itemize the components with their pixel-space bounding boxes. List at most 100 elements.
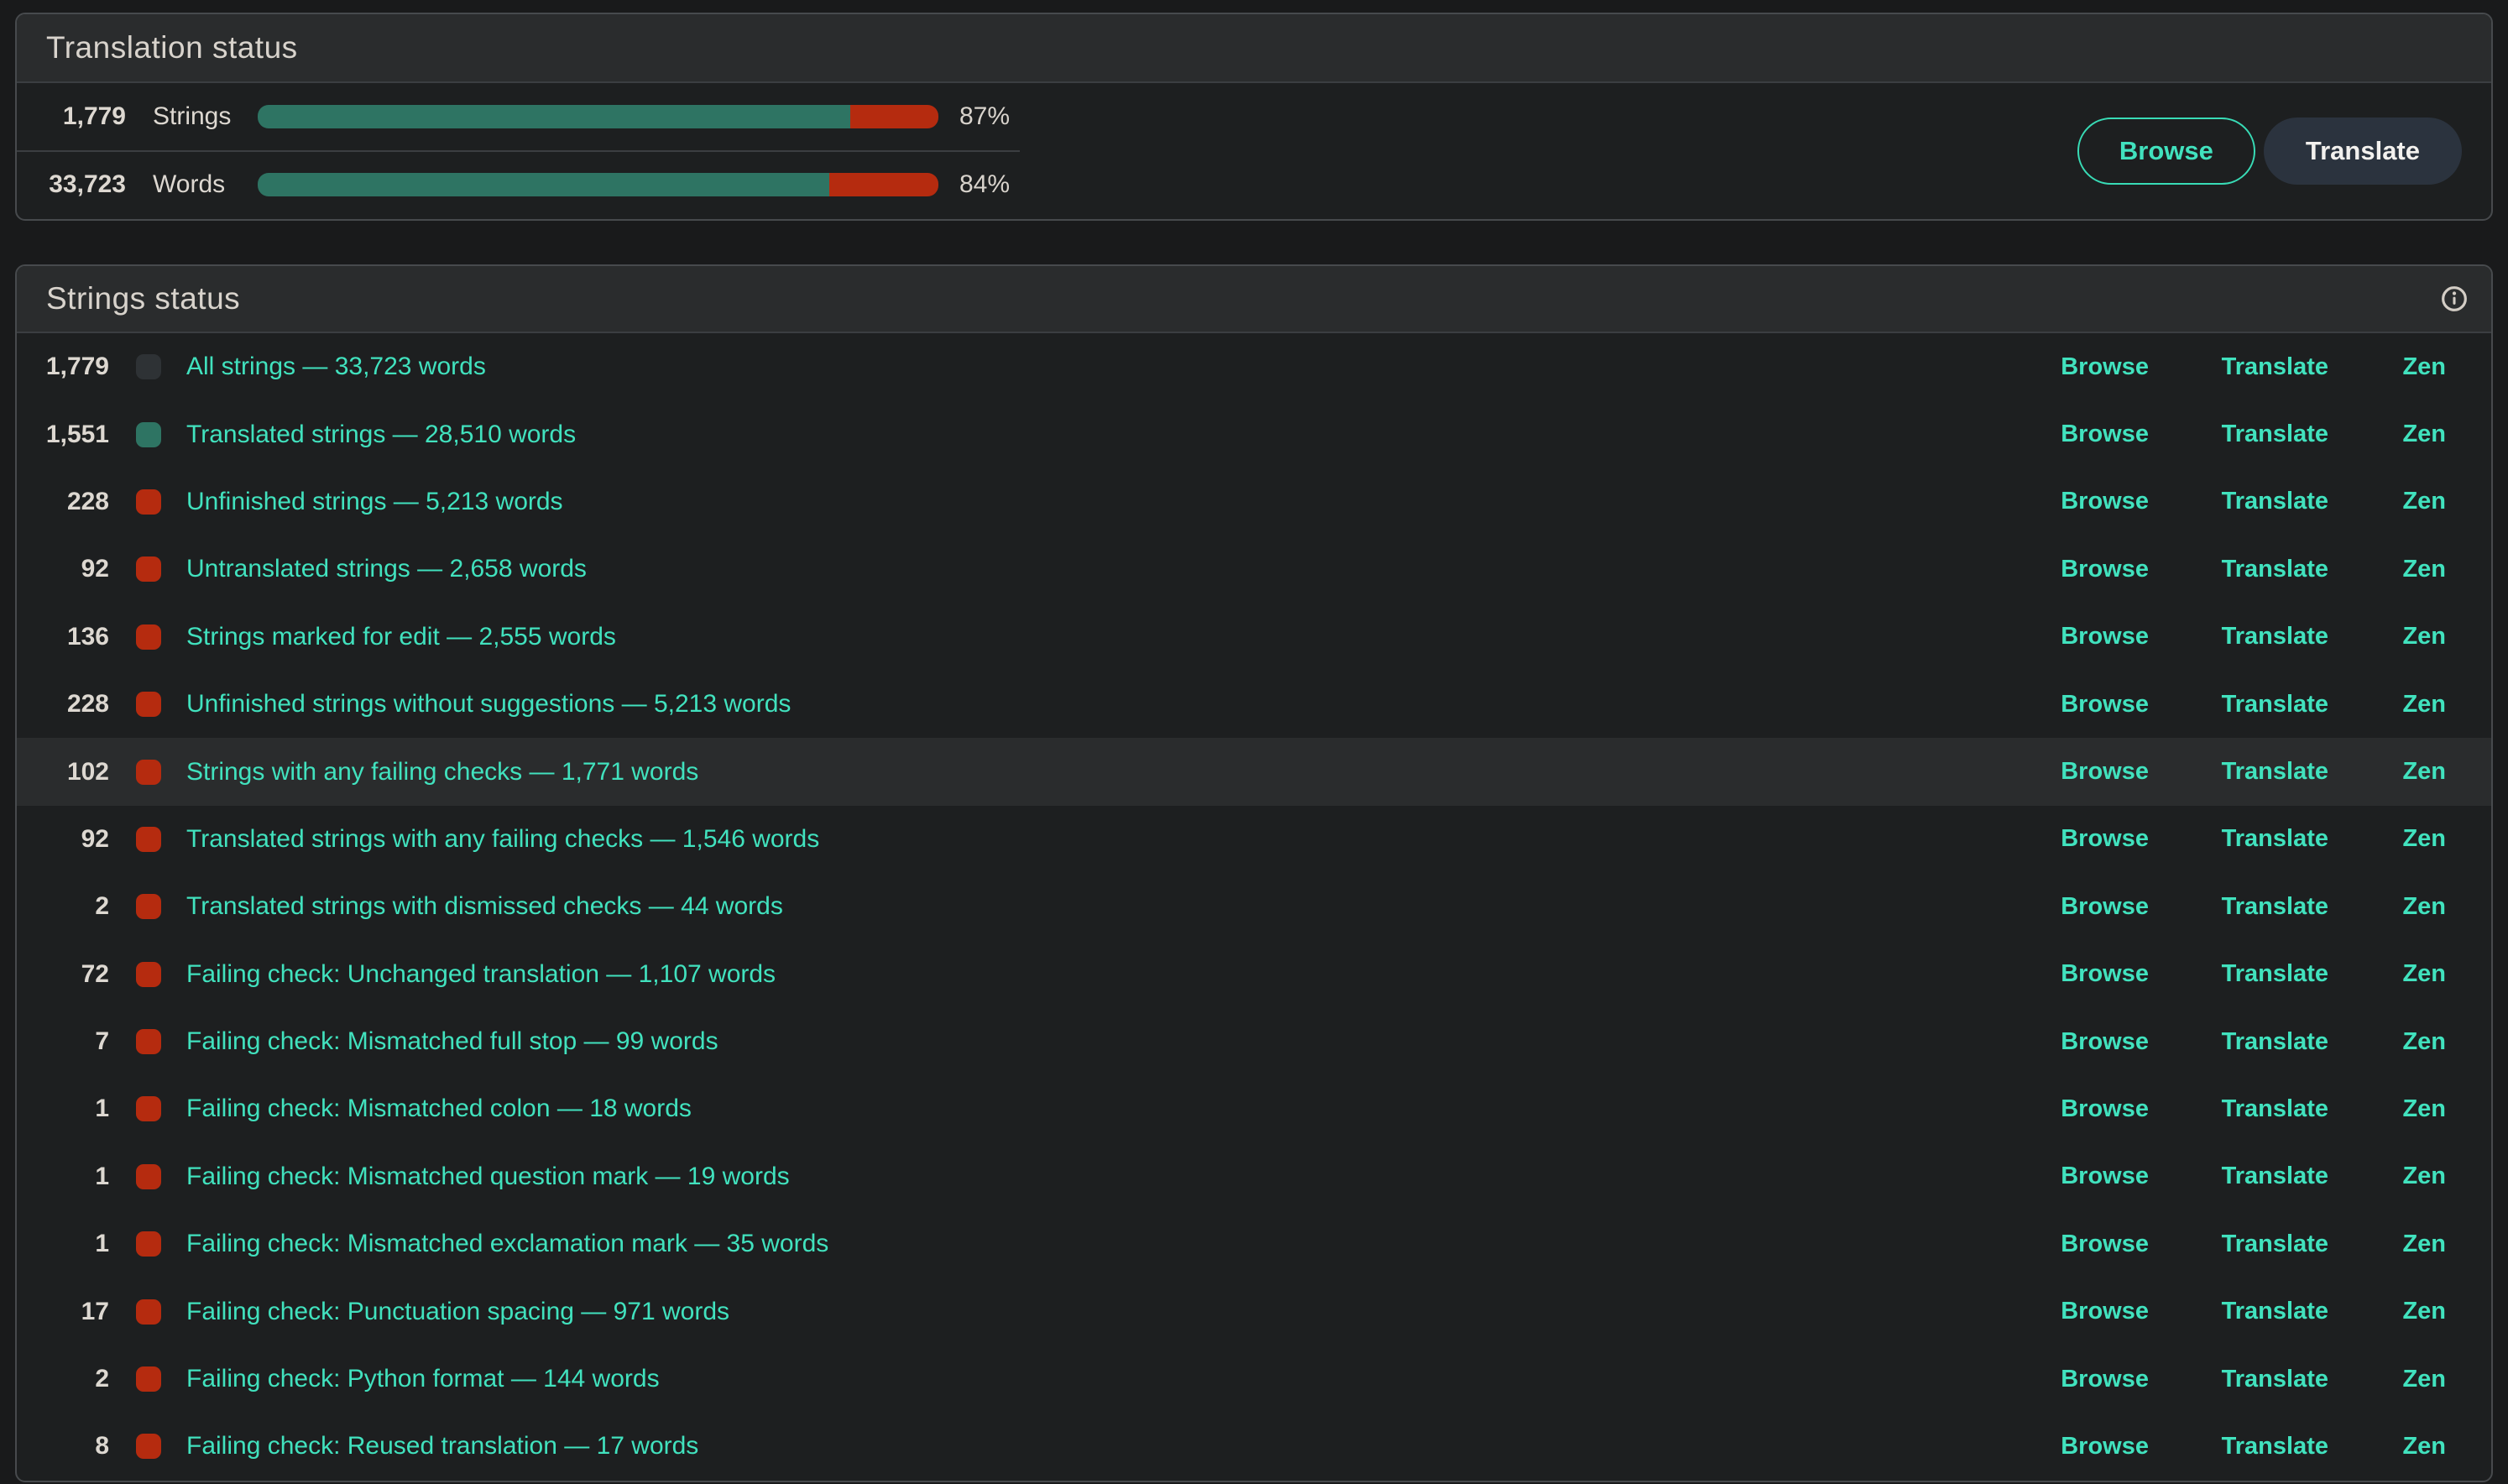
row-count: 228 bbox=[66, 487, 109, 515]
row-zen-link[interactable]: Zen bbox=[2402, 758, 2446, 786]
string-filter-link[interactable]: Unfinished strings — 5,213 words bbox=[186, 487, 563, 515]
row-browse-link[interactable]: Browse bbox=[2061, 758, 2149, 786]
row-translate-link[interactable]: Translate bbox=[2221, 960, 2328, 988]
row-browse-link[interactable]: Browse bbox=[2061, 690, 2149, 718]
translation-stats-table: 1,779 Strings 87% 33,723 Words 84% bbox=[17, 83, 1020, 217]
row-count: 228 bbox=[66, 690, 109, 718]
row-zen-link[interactable]: Zen bbox=[2402, 1095, 2446, 1122]
row-translate-link[interactable]: Translate bbox=[2221, 421, 2328, 448]
state-indicator-icon bbox=[136, 826, 161, 852]
string-filter-link[interactable]: Strings with any failing checks — 1,771 … bbox=[186, 757, 699, 786]
row-translate-link[interactable]: Translate bbox=[2221, 690, 2328, 718]
row-browse-link[interactable]: Browse bbox=[2061, 1298, 2149, 1325]
stat-count: 33,723 bbox=[49, 170, 126, 198]
row-count: 8 bbox=[95, 1432, 109, 1460]
info-icon[interactable] bbox=[2441, 285, 2468, 312]
string-filter-link[interactable]: Unfinished strings without suggestions —… bbox=[186, 690, 792, 718]
row-browse-link[interactable]: Browse bbox=[2061, 1365, 2149, 1393]
row-zen-link[interactable]: Zen bbox=[2402, 1163, 2446, 1190]
row-translate-link[interactable]: Translate bbox=[2221, 555, 2328, 583]
string-filter-link[interactable]: Translated strings — 28,510 words bbox=[186, 420, 577, 448]
row-zen-link[interactable]: Zen bbox=[2402, 960, 2446, 988]
row-translate-link[interactable]: Translate bbox=[2221, 1432, 2328, 1460]
string-filter-link[interactable]: Failing check: Mismatched full stop — 99… bbox=[186, 1027, 718, 1056]
row-browse-link[interactable]: Browse bbox=[2061, 421, 2149, 448]
translation-status-panel: Translation status 1,779 Strings 87% 33,… bbox=[15, 13, 2493, 221]
row-translate-link[interactable]: Translate bbox=[2221, 353, 2328, 380]
row-translate-link[interactable]: Translate bbox=[2221, 1365, 2328, 1393]
row-count: 1,779 bbox=[45, 353, 109, 381]
row-zen-link[interactable]: Zen bbox=[2402, 690, 2446, 718]
strings-status-row: 136 Strings marked for edit — 2,555 word… bbox=[17, 604, 2491, 671]
state-indicator-icon bbox=[136, 489, 161, 515]
stat-count: 1,779 bbox=[62, 102, 126, 130]
row-zen-link[interactable]: Zen bbox=[2402, 892, 2446, 920]
row-count: 2 bbox=[95, 892, 109, 921]
row-zen-link[interactable]: Zen bbox=[2402, 1432, 2446, 1460]
row-count: 92 bbox=[81, 824, 109, 853]
strings-status-header: Strings status bbox=[17, 266, 2491, 333]
state-indicator-icon bbox=[136, 1029, 161, 1055]
translate-button[interactable]: Translate bbox=[2263, 118, 2462, 185]
string-filter-link[interactable]: Translated strings with dismissed checks… bbox=[186, 892, 783, 921]
string-filter-link[interactable]: Failing check: Mismatched exclamation ma… bbox=[186, 1230, 829, 1258]
row-translate-link[interactable]: Translate bbox=[2221, 1095, 2328, 1122]
row-zen-link[interactable]: Zen bbox=[2402, 1365, 2446, 1393]
row-count: 1 bbox=[95, 1162, 109, 1190]
string-filter-link[interactable]: Strings marked for edit — 2,555 words bbox=[186, 622, 616, 651]
strings-status-title: Strings status bbox=[46, 281, 241, 316]
row-zen-link[interactable]: Zen bbox=[2402, 1230, 2446, 1257]
strings-status-row: 2 Failing check: Python format — 144 wor… bbox=[17, 1346, 2491, 1413]
row-browse-link[interactable]: Browse bbox=[2061, 555, 2149, 583]
row-browse-link[interactable]: Browse bbox=[2061, 353, 2149, 380]
row-translate-link[interactable]: Translate bbox=[2221, 1230, 2328, 1257]
strings-status-row: 92 Translated strings with any failing c… bbox=[17, 806, 2491, 873]
state-indicator-icon bbox=[136, 692, 161, 718]
row-browse-link[interactable]: Browse bbox=[2061, 1027, 2149, 1055]
row-browse-link[interactable]: Browse bbox=[2061, 825, 2149, 853]
row-zen-link[interactable]: Zen bbox=[2402, 421, 2446, 448]
row-browse-link[interactable]: Browse bbox=[2061, 1432, 2149, 1460]
string-filter-link[interactable]: Failing check: Python format — 144 words bbox=[186, 1365, 660, 1393]
row-translate-link[interactable]: Translate bbox=[2221, 892, 2328, 920]
string-filter-link[interactable]: Failing check: Mismatched question mark … bbox=[186, 1162, 790, 1190]
row-zen-link[interactable]: Zen bbox=[2402, 353, 2446, 380]
progress-remaining-segment bbox=[829, 173, 938, 196]
string-filter-link[interactable]: Failing check: Reused translation — 17 w… bbox=[186, 1432, 699, 1460]
string-filter-link[interactable]: Failing check: Mismatched colon — 18 wor… bbox=[186, 1095, 692, 1123]
row-translate-link[interactable]: Translate bbox=[2221, 1027, 2328, 1055]
strings-status-row: 102 Strings with any failing checks — 1,… bbox=[17, 738, 2491, 806]
row-browse-link[interactable]: Browse bbox=[2061, 623, 2149, 651]
row-browse-link[interactable]: Browse bbox=[2061, 1095, 2149, 1122]
row-zen-link[interactable]: Zen bbox=[2402, 555, 2446, 583]
string-filter-link[interactable]: Translated strings with any failing chec… bbox=[186, 824, 820, 853]
state-indicator-icon bbox=[136, 556, 161, 583]
row-zen-link[interactable]: Zen bbox=[2402, 623, 2446, 651]
string-filter-link[interactable]: Failing check: Unchanged translation — 1… bbox=[186, 959, 776, 988]
string-filter-link[interactable]: Failing check: Punctuation spacing — 971… bbox=[186, 1297, 730, 1325]
row-zen-link[interactable]: Zen bbox=[2402, 488, 2446, 515]
row-count: 7 bbox=[95, 1027, 109, 1056]
row-translate-link[interactable]: Translate bbox=[2221, 1163, 2328, 1190]
translation-actions: Browse Translate bbox=[2077, 118, 2462, 185]
row-translate-link[interactable]: Translate bbox=[2221, 623, 2328, 651]
row-zen-link[interactable]: Zen bbox=[2402, 1298, 2446, 1325]
state-indicator-icon bbox=[136, 961, 161, 987]
browse-button[interactable]: Browse bbox=[2077, 118, 2255, 185]
row-translate-link[interactable]: Translate bbox=[2221, 758, 2328, 786]
row-browse-link[interactable]: Browse bbox=[2061, 1163, 2149, 1190]
row-browse-link[interactable]: Browse bbox=[2061, 488, 2149, 515]
strings-status-row: 72 Failing check: Unchanged translation … bbox=[17, 941, 2491, 1008]
string-filter-link[interactable]: Untranslated strings — 2,658 words bbox=[186, 555, 587, 583]
row-translate-link[interactable]: Translate bbox=[2221, 1298, 2328, 1325]
string-filter-link[interactable]: All strings — 33,723 words bbox=[186, 353, 486, 381]
row-translate-link[interactable]: Translate bbox=[2221, 825, 2328, 853]
row-zen-link[interactable]: Zen bbox=[2402, 1027, 2446, 1055]
row-translate-link[interactable]: Translate bbox=[2221, 488, 2328, 515]
strings-status-row: 1 Failing check: Mismatched colon — 18 w… bbox=[17, 1075, 2491, 1142]
row-browse-link[interactable]: Browse bbox=[2061, 1230, 2149, 1257]
strings-status-row: 1,551 Translated strings — 28,510 words … bbox=[17, 400, 2491, 468]
row-zen-link[interactable]: Zen bbox=[2402, 825, 2446, 853]
row-browse-link[interactable]: Browse bbox=[2061, 960, 2149, 988]
row-browse-link[interactable]: Browse bbox=[2061, 892, 2149, 920]
